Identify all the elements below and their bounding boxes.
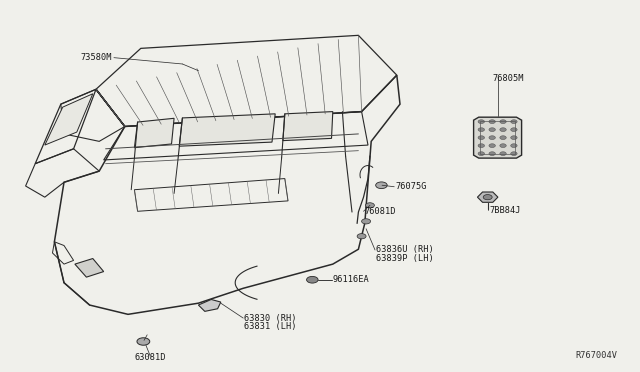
Circle shape <box>511 136 517 140</box>
Circle shape <box>511 144 517 148</box>
Circle shape <box>489 120 495 124</box>
Polygon shape <box>474 117 522 158</box>
Circle shape <box>500 128 506 132</box>
Polygon shape <box>477 192 498 202</box>
Polygon shape <box>198 299 221 311</box>
Text: 76075G: 76075G <box>396 182 427 191</box>
Circle shape <box>376 182 387 189</box>
Text: 73580M: 73580M <box>81 53 112 62</box>
Circle shape <box>478 152 484 155</box>
Circle shape <box>500 144 506 148</box>
Text: 63830 (RH): 63830 (RH) <box>244 314 297 323</box>
Circle shape <box>307 276 318 283</box>
Circle shape <box>478 128 484 132</box>
Circle shape <box>500 120 506 124</box>
Circle shape <box>137 338 150 345</box>
Circle shape <box>478 136 484 140</box>
Text: 76805M: 76805M <box>493 74 524 83</box>
Polygon shape <box>75 259 104 277</box>
Circle shape <box>489 128 495 132</box>
Text: 63831 (LH): 63831 (LH) <box>244 322 297 331</box>
Circle shape <box>511 120 517 124</box>
Polygon shape <box>134 118 174 148</box>
Text: 76081D: 76081D <box>365 207 396 216</box>
Text: 63081D: 63081D <box>134 353 166 362</box>
Circle shape <box>500 152 506 155</box>
Circle shape <box>362 219 371 224</box>
Text: 63839P (LH): 63839P (LH) <box>376 254 434 263</box>
Polygon shape <box>179 114 275 146</box>
Circle shape <box>489 152 495 155</box>
Text: 96116EA: 96116EA <box>333 275 369 284</box>
Text: 63836U (RH): 63836U (RH) <box>376 246 434 254</box>
Circle shape <box>511 152 517 155</box>
Circle shape <box>357 234 366 239</box>
Circle shape <box>478 120 484 124</box>
Polygon shape <box>283 112 333 141</box>
Circle shape <box>478 144 484 148</box>
Text: 7BB84J: 7BB84J <box>489 206 520 215</box>
Circle shape <box>483 195 492 200</box>
Circle shape <box>365 203 374 208</box>
Circle shape <box>500 136 506 140</box>
Circle shape <box>511 128 517 132</box>
Circle shape <box>489 136 495 140</box>
Polygon shape <box>45 94 93 145</box>
Text: R767004V: R767004V <box>575 351 618 360</box>
Circle shape <box>489 144 495 148</box>
